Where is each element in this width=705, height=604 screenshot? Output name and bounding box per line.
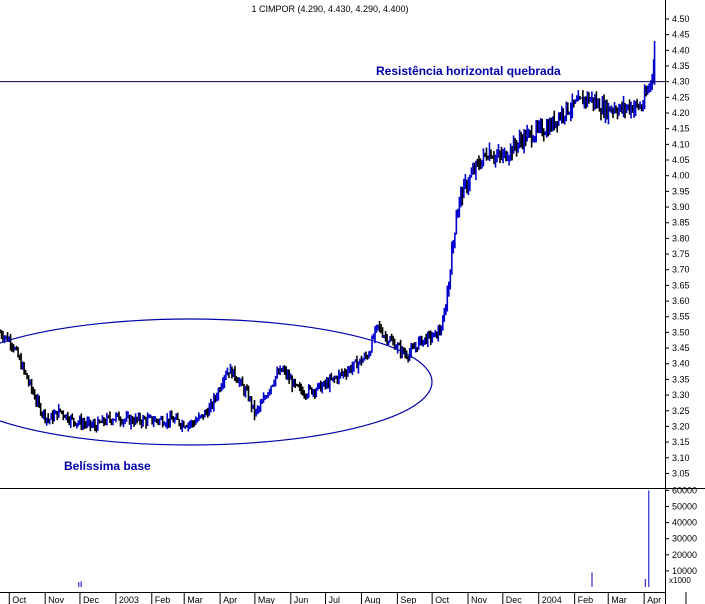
date-tick-label: Sep — [400, 595, 416, 604]
price-tick-label: 4.40 — [672, 45, 690, 55]
price-tick-label: 3.90 — [672, 202, 690, 212]
date-tick-label: May — [258, 595, 276, 604]
volume-tick-label: 10000 — [672, 566, 697, 576]
price-tick-label: 3.55 — [672, 312, 690, 322]
volume-tick-label: 40000 — [672, 518, 697, 528]
date-tick-label: Oct — [435, 595, 450, 604]
date-tick-label: Mar — [611, 595, 627, 604]
price-tick-label: 3.50 — [672, 327, 690, 337]
date-tick-label: Feb — [578, 595, 594, 604]
date-tick-label: Oct — [12, 595, 27, 604]
date-tick-label: Aug — [364, 595, 380, 604]
price-tick-label: 4.35 — [672, 61, 690, 71]
base-annotation: Belíssima base — [64, 459, 151, 473]
base-ellipse — [0, 318, 433, 446]
price-bars — [0, 40, 656, 433]
date-tick-label: 2004 — [542, 595, 562, 604]
price-tick-label: 4.25 — [672, 92, 690, 102]
date-axis: Oct Nov Dec 2003 Feb Mar Apr May Jun Jul Aug Sep Oct… — [8, 592, 687, 604]
date-tick-label: Jul — [329, 595, 341, 604]
volume-tick-label: 30000 — [672, 534, 697, 544]
price-tick-label: 3.70 — [672, 265, 690, 275]
price-tick-label: 4.45 — [672, 30, 690, 40]
date-tick-label: Nov — [48, 595, 65, 604]
chart-title: 1 CIMPOR (4.290, 4.430, 4.290, 4.400) — [251, 4, 408, 14]
volume-unit-label: x1000 — [669, 576, 691, 585]
volume-tick-label: 20000 — [672, 550, 697, 560]
date-tick-label: 2003 — [119, 595, 139, 604]
price-tick-label: 3.15 — [672, 437, 690, 447]
date-tick-label: Jun — [294, 595, 309, 604]
date-tick-label: Dec — [83, 595, 100, 604]
price-tick-label: 3.75 — [672, 249, 690, 259]
price-tick-label: 4.50 — [672, 14, 690, 24]
date-tick-label: Apr — [647, 595, 661, 604]
price-tick-label: 3.80 — [672, 233, 690, 243]
price-tick-label: 3.35 — [672, 374, 690, 384]
date-tick-label: Nov — [471, 595, 488, 604]
price-tick-label: 3.30 — [672, 390, 690, 400]
price-tick-label: 3.45 — [672, 343, 690, 353]
price-tick-label: 4.05 — [672, 155, 690, 165]
price-tick-label: 3.05 — [672, 468, 690, 478]
date-tick-label: Mar — [187, 595, 203, 604]
price-tick-label: 3.20 — [672, 421, 690, 431]
volume-bars — [78, 490, 650, 587]
date-tick-label: Apr — [223, 595, 237, 604]
volume-tick-label: 50000 — [672, 502, 697, 512]
price-tick-label: 3.60 — [672, 296, 690, 306]
resistance-annotation: Resistência horizontal quebrada — [376, 64, 561, 78]
date-tick-label: Feb — [155, 595, 171, 604]
price-tick-label: 4.20 — [672, 108, 690, 118]
price-tick-label: 4.30 — [672, 77, 690, 87]
price-tick-label: 3.25 — [672, 406, 690, 416]
price-tick-label: 3.65 — [672, 280, 690, 290]
price-axis: 4.50 4.45 4.40 4.35 4.30 4.25 4.20 4.15 4.10 4.05… — [665, 14, 690, 478]
price-tick-label: 4.15 — [672, 124, 690, 134]
price-tick-label: 3.95 — [672, 186, 690, 196]
date-tick-label: Dec — [506, 595, 523, 604]
price-tick-label: 3.40 — [672, 359, 690, 369]
price-tick-label: 3.85 — [672, 218, 690, 228]
volume-tick-label: 60000 — [672, 485, 697, 495]
volume-axis: 60000 50000 40000 30000 20000 10000 — [665, 485, 697, 576]
price-tick-label: 4.00 — [672, 171, 690, 181]
price-tick-label: 4.10 — [672, 139, 690, 149]
price-tick-label: 3.10 — [672, 453, 690, 463]
